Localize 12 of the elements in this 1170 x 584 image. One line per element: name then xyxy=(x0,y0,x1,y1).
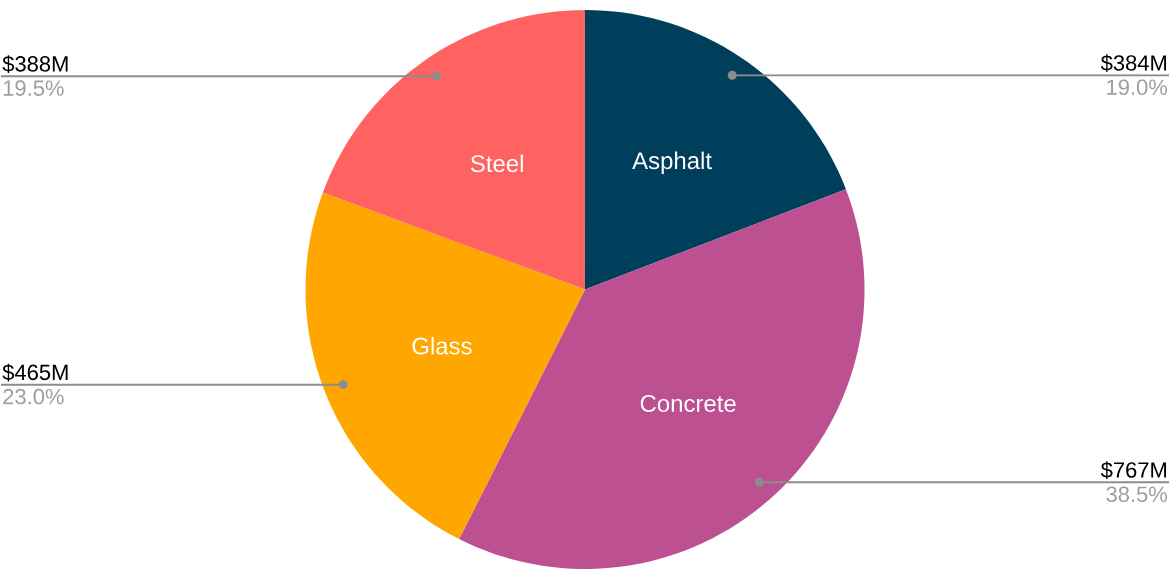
slice-label: Steel xyxy=(470,154,523,173)
data-label: $767M xyxy=(1100,461,1166,480)
data-label: $384M xyxy=(1100,54,1166,73)
data-label: $465M xyxy=(2,363,68,382)
data-label: $388M xyxy=(2,55,68,73)
slice-label: Concrete xyxy=(640,395,736,412)
text: 23.0% xyxy=(3,388,64,405)
text: 38.5% xyxy=(1106,486,1168,503)
text: 19.0% xyxy=(1107,79,1168,95)
text: 19.5% xyxy=(3,80,64,96)
slice-label: Asphalt xyxy=(632,151,712,174)
slice-label: Glass xyxy=(412,336,472,355)
